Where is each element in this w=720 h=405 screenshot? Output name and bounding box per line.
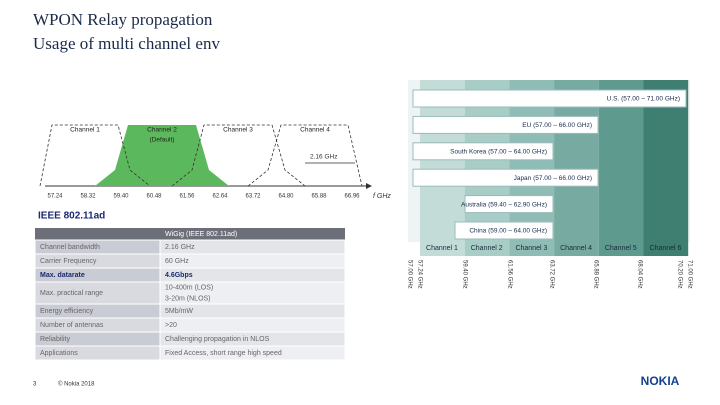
table-title: IEEE 802.11ad — [38, 211, 105, 222]
row-value: Fixed Access, short range high speed — [165, 350, 282, 357]
axis-arrow — [366, 183, 372, 189]
region-bar — [412, 142, 554, 161]
table-header-bg — [35, 228, 345, 240]
logo: NOKIA — [641, 374, 680, 388]
default-label: (Default) — [150, 137, 175, 144]
channel-fill — [95, 125, 229, 186]
frequency-label: 63.72 GHz — [548, 260, 554, 289]
frequency-label: 70.20 GHz — [676, 260, 682, 289]
copyright: © Nokia 2018 — [58, 381, 95, 388]
row-label: Max. datarate — [40, 272, 85, 279]
frequency-label: 65.88 — [311, 194, 327, 200]
channel-label: Channel 2 — [471, 245, 503, 252]
frequency-label: 57.24 — [47, 194, 63, 200]
region-label: Australia (59.40 – 62.90 GHz) — [461, 201, 547, 208]
channel-band — [643, 80, 689, 256]
channel-band — [554, 80, 599, 256]
row-value: >20 — [165, 322, 177, 329]
row-label: Applications — [40, 350, 78, 357]
frequency-label: 68.04 GHz — [636, 260, 642, 289]
row-value-bg — [159, 317, 346, 333]
bandwidth-label: 2.16 GHz — [310, 154, 337, 161]
frequency-label: 61.56 GHz — [506, 260, 512, 289]
channel-diagram: 2.16 GHz f GHz — [39, 124, 391, 200]
channel-band — [598, 80, 644, 256]
channel-label: Channel 4 — [560, 245, 592, 252]
region-bar — [454, 221, 554, 240]
region-label: U.S. (57.00 – 71.00 GHz) — [607, 96, 680, 103]
channel-label: Channel 1 — [426, 245, 458, 252]
frequency-label: 71.00 GHz — [686, 260, 692, 289]
frequency-label: 58.32 — [80, 194, 96, 200]
frequency-label: 65.88 GHz — [592, 260, 598, 289]
frequency-label: 61.56 — [179, 194, 195, 200]
frequency-label: 63.72 — [245, 194, 261, 200]
region-bar — [412, 168, 599, 187]
row-value: 2.16 GHz — [165, 244, 195, 251]
row-value: 3-20m (NLOS) — [165, 295, 211, 302]
subtitle: Usage of multi channel env — [33, 34, 220, 53]
row-value-bg — [159, 345, 346, 361]
column-header: WiGig (IEEE 802.11ad) — [165, 231, 237, 238]
row-label: Energy efficiency — [40, 308, 94, 315]
row-value: Challenging propagation in NLOS — [165, 336, 270, 343]
channel-label: Channel 4 — [300, 127, 330, 134]
row-value: 10-400m (LOS) — [165, 284, 213, 291]
channel-label: Channel 2 — [147, 127, 177, 134]
row-value: 60 GHz — [165, 258, 189, 265]
row-label: Carrier Frequency — [40, 258, 97, 265]
channel-label: Channel 1 — [70, 127, 100, 134]
row-value: 4.6Gbps — [165, 272, 193, 279]
region-label: China (59.00 – 64.00 GHz) — [469, 228, 547, 235]
channel-label: Channel 3 — [515, 245, 547, 252]
region-bar — [412, 89, 687, 108]
region-label: EU (57.00 – 66.00 GHz) — [522, 122, 592, 129]
page-number: 3 — [33, 382, 37, 388]
row-label: Max. practical range — [40, 290, 103, 297]
row-label: Reliability — [40, 336, 70, 343]
frequency-label: 60.48 — [146, 194, 162, 200]
channel-label: Channel 5 — [605, 245, 637, 252]
region-label: South Korea (57.00 – 64.00 GHz) — [450, 149, 547, 156]
channel-outlines — [39, 124, 363, 187]
frequency-label: 66.96 — [344, 194, 360, 200]
axis-label: f GHz — [373, 193, 391, 200]
frequency-label: 64.80 — [278, 194, 294, 200]
title: WPON Relay propagation — [33, 10, 213, 29]
frequency-label: 62.64 — [212, 194, 228, 200]
row-value: 5Mb/mW — [165, 308, 193, 315]
frequency-label: 57.00 GHz — [406, 260, 412, 289]
channel-label: Channel 6 — [650, 245, 682, 252]
frequency-label: 59.40 — [113, 194, 129, 200]
row-label: Channel bandwidth — [40, 244, 100, 251]
frequency-label: 57.24 GHz — [416, 260, 422, 289]
channel-label: Channel 3 — [223, 127, 253, 134]
region-label: Japan (57.00 – 66.00 GHz) — [514, 175, 592, 182]
region-bar — [464, 195, 554, 214]
table: IEEE 802.11ad WiGig (IEEE 802.11ad) — [35, 211, 345, 240]
row-label: Number of antennas — [40, 322, 104, 329]
region-bar — [412, 115, 599, 134]
frequency-label: 59.40 GHz — [461, 260, 467, 289]
